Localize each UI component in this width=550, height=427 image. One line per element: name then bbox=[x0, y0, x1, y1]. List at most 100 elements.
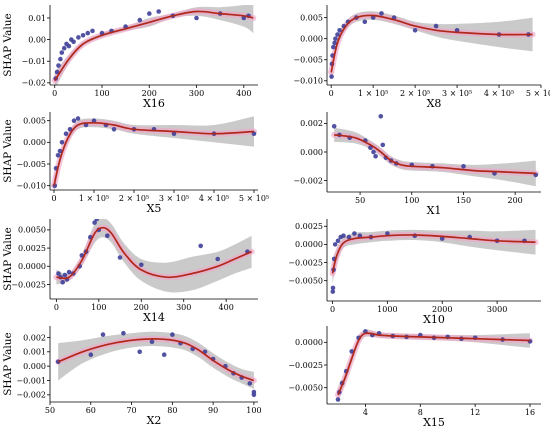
plot-area bbox=[55, 330, 257, 398]
y-tick-label: 0.0050 bbox=[18, 226, 46, 235]
data-point bbox=[92, 220, 97, 225]
data-point bbox=[215, 256, 220, 262]
data-point bbox=[357, 233, 363, 238]
data-point bbox=[149, 339, 155, 345]
x-tick-label: 200 bbox=[142, 89, 157, 98]
x-tick-label: 4 bbox=[363, 408, 368, 417]
data-point bbox=[439, 236, 445, 241]
data-point bbox=[60, 280, 65, 285]
panel-x5: 0 1 × 10⁵ 2 × 10⁵ 3 × 10⁵ 4 × 10⁵ 5 × 10⁵ −0.0… bbox=[2, 112, 269, 215]
plot-area bbox=[51, 5, 257, 85]
x-tick-label: 12 bbox=[470, 408, 480, 417]
fit-line bbox=[57, 338, 255, 382]
data-point bbox=[94, 219, 99, 222]
data-point bbox=[335, 397, 341, 402]
x-tick-label: 2000 bbox=[432, 305, 452, 314]
data-point bbox=[139, 262, 144, 268]
data-point bbox=[57, 148, 63, 154]
plot-area bbox=[53, 219, 255, 293]
x-tick-label: 3 × 10⁵ bbox=[442, 89, 472, 98]
x-tick-label: 100 bbox=[246, 406, 261, 415]
data-point bbox=[454, 28, 460, 33]
confidence-band bbox=[331, 11, 533, 81]
data-point bbox=[332, 242, 338, 247]
y-tick-label: −0.010 bbox=[16, 181, 46, 190]
data-point bbox=[66, 43, 72, 49]
plot-area bbox=[331, 107, 539, 187]
x-tick-label: 100 bbox=[404, 196, 419, 205]
panel-x16: 0 100 200 300 400 −0.02 −0.01 0.00 0.01 X16 SHAP V… bbox=[2, 5, 258, 110]
confidence-band bbox=[338, 329, 530, 402]
data-point bbox=[198, 243, 203, 249]
data-point bbox=[371, 149, 376, 155]
x-tick-label: 0 bbox=[54, 303, 59, 312]
y-tick-label: 0.0000 bbox=[295, 338, 323, 347]
y-tick-label: −0.0050 bbox=[288, 276, 323, 285]
x-tick-label: 300 bbox=[189, 89, 204, 98]
y-tick-label: 0.000 bbox=[300, 148, 323, 157]
data-point bbox=[333, 36, 338, 41]
data-point bbox=[85, 30, 91, 36]
data-point bbox=[330, 285, 336, 291]
data-point bbox=[59, 140, 65, 145]
fit-line bbox=[53, 121, 255, 186]
x-tick-label: 50 bbox=[355, 196, 365, 205]
fit-ribbon bbox=[51, 119, 257, 189]
y-tick-label: 0.000 bbox=[300, 34, 323, 43]
x-axis-label: X10 bbox=[423, 313, 445, 326]
data-point bbox=[378, 114, 384, 119]
data-point bbox=[341, 233, 346, 238]
y-tick-label: 0.002 bbox=[300, 119, 323, 128]
data-point bbox=[56, 271, 61, 276]
data-point bbox=[55, 153, 61, 158]
data-point bbox=[171, 131, 177, 136]
x-tick-label: 0 bbox=[329, 89, 334, 98]
x-axis-label: X1 bbox=[427, 204, 442, 217]
x-tick-label: 3 × 10⁵ bbox=[159, 194, 189, 203]
data-point bbox=[117, 255, 123, 260]
x-tick-label: 0 bbox=[52, 89, 57, 98]
data-point bbox=[156, 9, 161, 14]
x-tick-label: 50 bbox=[45, 406, 55, 415]
y-tick-label: 0.002 bbox=[23, 333, 46, 342]
data-point bbox=[376, 107, 381, 112]
x-tick-label: 200 bbox=[134, 303, 149, 312]
plot-area bbox=[335, 329, 533, 402]
plot-area bbox=[329, 229, 539, 294]
data-point bbox=[66, 269, 72, 275]
data-point bbox=[433, 23, 439, 29]
x-tick-label: 200 bbox=[508, 196, 523, 205]
data-point bbox=[63, 131, 69, 136]
data-point bbox=[412, 28, 418, 33]
fit-ribbon bbox=[335, 330, 533, 398]
y-tick-label: −0.010 bbox=[293, 77, 323, 86]
y-tick-label: −0.002 bbox=[16, 391, 46, 400]
data-point bbox=[337, 28, 342, 33]
y-tick-label: −0.0025 bbox=[288, 361, 323, 370]
y-tick-label: 0.01 bbox=[28, 14, 46, 23]
x-tick-label: 5 × 10⁵ bbox=[526, 89, 550, 98]
x-tick-label: 70 bbox=[126, 406, 136, 415]
y-tick-label: 0.005 bbox=[300, 13, 323, 22]
confidence-band bbox=[332, 229, 536, 285]
data-point bbox=[56, 63, 61, 68]
x-tick-label: 2 × 10⁵ bbox=[119, 194, 149, 203]
x-tick-label: 400 bbox=[219, 303, 234, 312]
x-tick-label: 90 bbox=[208, 406, 218, 415]
y-tick-label: −0.01 bbox=[21, 57, 46, 66]
x-tick-label: 150 bbox=[456, 196, 471, 205]
confidence-band bbox=[334, 127, 536, 187]
x-axis-label: X2 bbox=[147, 414, 162, 427]
x-axis-label: X5 bbox=[147, 202, 162, 215]
y-tick-label: 0.0025 bbox=[295, 222, 323, 231]
data-point bbox=[75, 116, 81, 121]
data-point bbox=[352, 231, 357, 236]
panel-x10: 0 1000 2000 3000 −0.0050 −0.0025 0.0000 0.0025 X… bbox=[288, 219, 541, 326]
y-axis-label: SHAP Value bbox=[2, 332, 14, 396]
data-point bbox=[247, 381, 253, 386]
data-point bbox=[71, 39, 76, 45]
data-point bbox=[170, 332, 175, 337]
data-point bbox=[58, 56, 63, 62]
data-point bbox=[330, 289, 336, 294]
